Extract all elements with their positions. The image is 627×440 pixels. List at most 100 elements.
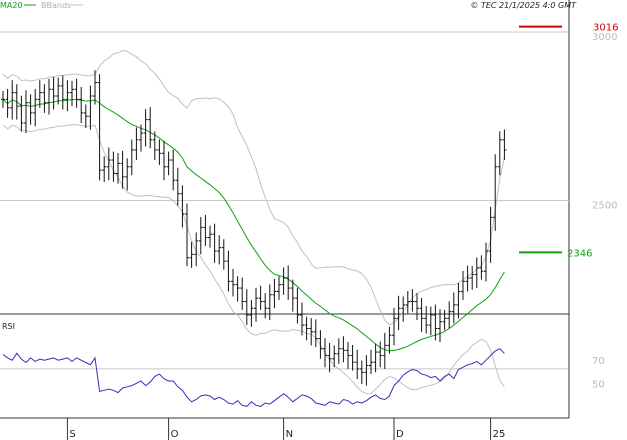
price-bar — [221, 239, 226, 270]
price-grid — [0, 31, 569, 370]
price-bar — [198, 216, 203, 255]
price-bar — [304, 316, 309, 341]
price-bar — [134, 127, 139, 161]
price-bar — [392, 307, 396, 346]
price-bar — [83, 104, 88, 129]
price-bar — [88, 85, 93, 130]
price-bar — [120, 150, 125, 189]
price-bar — [24, 90, 28, 134]
price-bar — [318, 330, 323, 359]
price-bar — [364, 355, 369, 386]
x-axis-tick-label: O — [171, 429, 179, 440]
ma20-level-label: 2346 — [567, 248, 592, 259]
price-bar — [244, 289, 249, 326]
price-bar — [185, 203, 189, 267]
price-bar — [33, 88, 38, 127]
price-bar — [180, 185, 185, 228]
price-bar — [37, 80, 42, 108]
ma20-series-line — [2, 99, 505, 352]
price-bar — [313, 319, 318, 348]
price-bar — [488, 206, 493, 263]
price-bar — [277, 276, 281, 300]
price-bar — [42, 84, 47, 113]
price-y-tick-label: 2500 — [592, 200, 617, 211]
price-bar — [14, 84, 19, 120]
price-bar — [355, 349, 360, 380]
price-bar — [116, 152, 120, 184]
price-bar — [217, 235, 222, 265]
price-bar — [208, 225, 212, 248]
price-bar — [359, 360, 364, 385]
price-bar — [212, 223, 217, 263]
price-bar — [56, 77, 61, 105]
price-bar — [1, 90, 5, 108]
price-bars — [1, 70, 507, 386]
x-axis-tick-label: N — [286, 429, 293, 440]
price-bar — [106, 147, 111, 181]
price-bar — [442, 309, 447, 331]
price-bar — [346, 341, 350, 369]
price-bar — [10, 80, 15, 120]
price-bar — [484, 242, 488, 282]
price-bar — [456, 283, 461, 319]
bollinger-lower-band — [2, 124, 505, 395]
price-bar — [93, 70, 97, 105]
price-bar — [231, 268, 235, 297]
price-bar — [341, 336, 346, 363]
price-bar — [249, 299, 254, 327]
copyright-text: © TEC 21/1/2025 4:0 GMT — [470, 1, 577, 10]
price-bar — [290, 279, 295, 312]
price-bar — [327, 342, 332, 373]
price-bar — [387, 326, 392, 354]
price-bar — [369, 349, 373, 374]
price-bar — [497, 131, 502, 176]
price-bar — [447, 301, 452, 329]
price-bar — [162, 140, 166, 181]
bollinger-bands — [2, 49, 505, 395]
x-axis-tick-label: S — [69, 429, 75, 440]
price-y-tick-label: 3000 — [592, 32, 617, 43]
price-bar — [28, 94, 33, 125]
price-bar — [74, 78, 79, 108]
price-bar — [166, 151, 171, 176]
price-bar — [263, 293, 268, 319]
x-axis: S O N D 25 — [66, 418, 505, 440]
price-bar — [300, 302, 304, 336]
price-bar — [272, 278, 277, 309]
price-bar — [405, 291, 410, 314]
price-bar — [111, 151, 116, 182]
price-bar — [129, 139, 134, 176]
price-bar — [157, 139, 162, 166]
price-bar — [433, 304, 438, 341]
rsi-panel-title: RSI — [2, 322, 15, 331]
rsi-y-axis: 70 50 — [592, 356, 605, 390]
price-bar — [350, 344, 355, 371]
legend: MA20 BBands — [0, 1, 83, 10]
price-bar — [378, 341, 383, 368]
price-bar — [323, 338, 327, 368]
legend-bbands-label: BBands — [41, 1, 71, 10]
price-bar — [152, 131, 157, 161]
price-bar — [235, 276, 240, 302]
rsi-y-tick-label: 50 — [592, 379, 605, 390]
rsi-line — [2, 348, 505, 407]
price-y-axis: 3000 2500 — [592, 32, 617, 211]
price-bar — [5, 88, 10, 118]
price-bar — [60, 75, 65, 110]
price-bar — [281, 267, 286, 295]
price-bar — [148, 107, 153, 149]
price-bar — [79, 86, 84, 123]
price-bar — [428, 306, 433, 336]
price-bar — [401, 296, 406, 322]
price-bar — [438, 309, 442, 342]
price-bar — [470, 266, 475, 290]
price-bar — [286, 265, 291, 300]
price-bar — [240, 277, 245, 310]
rsi-series-line — [2, 348, 505, 407]
price-bar — [143, 109, 148, 147]
rsi-panel: RSI 70 50 — [0, 314, 605, 419]
price-bar — [309, 318, 314, 346]
price-bar — [267, 284, 272, 321]
price-bar — [175, 167, 180, 206]
